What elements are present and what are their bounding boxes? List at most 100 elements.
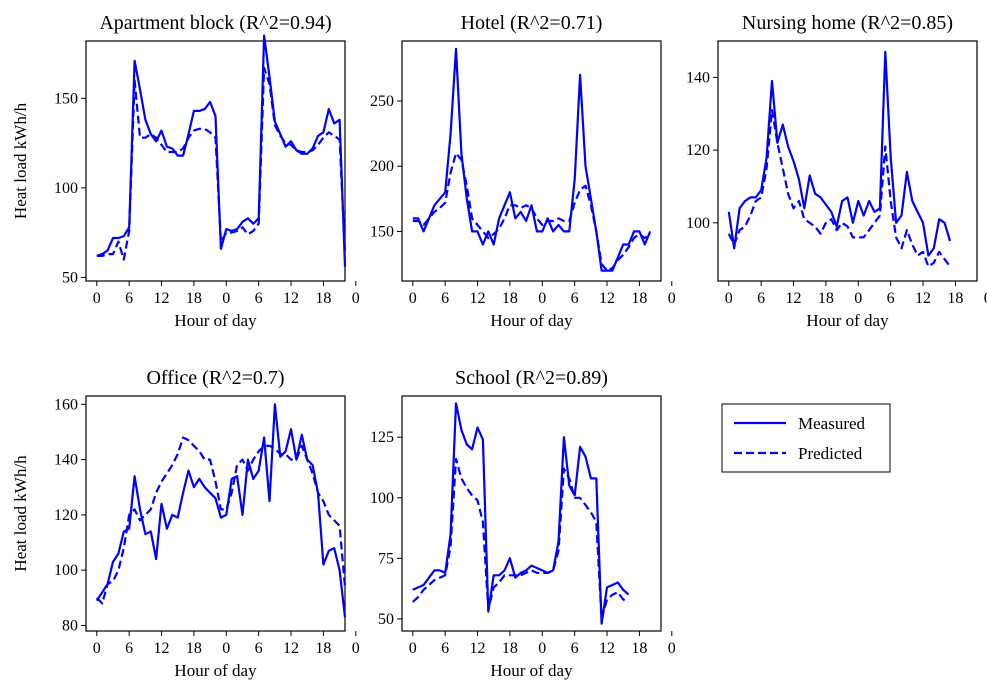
x-tick-label: 0 bbox=[409, 290, 417, 307]
x-tick-label: 6 bbox=[571, 290, 579, 307]
x-tick-label: 0 bbox=[984, 290, 987, 307]
y-tick-label: 50 bbox=[378, 611, 394, 628]
x-tick-label: 0 bbox=[352, 290, 360, 307]
chart-panel-1: Apartment block (R^2=0.94)0 6 12 18 0 6 12 18 05… bbox=[11, 12, 360, 330]
x-tick-label: 12 bbox=[283, 640, 299, 657]
x-tick-label: 18 bbox=[186, 640, 202, 657]
y-tick-label: 150 bbox=[54, 90, 78, 107]
x-tick-label: 0 bbox=[93, 290, 101, 307]
series-line-predicted bbox=[727, 108, 951, 268]
y-tick-label: 200 bbox=[370, 158, 394, 175]
x-tick-label: 6 bbox=[571, 640, 579, 657]
chart-panel-5: School (R^2=0.89) 0 6 12 18 0 6 12 18 0 50 75 100 125… bbox=[370, 367, 676, 680]
chart-panel-3: Nursing home (R^2=0.85) 0 6 12 18 0 6 12 18 0 100 1… bbox=[686, 12, 987, 330]
x-tick-label: 6 bbox=[255, 290, 263, 307]
x-tick-label: 0 bbox=[409, 640, 417, 657]
series-line-predicted bbox=[412, 152, 651, 272]
plot-frame bbox=[401, 395, 662, 632]
x-tick-label: 18 bbox=[818, 290, 834, 307]
x-tick-label: 18 bbox=[315, 290, 331, 307]
x-tick-label: 18 bbox=[502, 290, 518, 307]
x-tick-label: 12 bbox=[283, 290, 299, 307]
y-tick-label: 100 bbox=[54, 562, 78, 579]
y-tick-label: 80 bbox=[62, 617, 78, 634]
series-line-predicted bbox=[96, 436, 347, 605]
x-tick-label: 0 bbox=[93, 640, 101, 657]
x-tick-label: 6 bbox=[757, 290, 765, 307]
legend: Measured Predicted bbox=[721, 403, 891, 473]
y-tick-label: 75 bbox=[378, 550, 394, 567]
y-tick-label: 120 bbox=[54, 507, 78, 524]
x-tick-label: 18 bbox=[315, 640, 331, 657]
y-tick-label: 140 bbox=[54, 452, 78, 469]
x-tick-label: 6 bbox=[441, 290, 449, 307]
x-tick-label: 6 bbox=[255, 640, 263, 657]
legend-frame bbox=[721, 403, 891, 473]
x-axis-label: Hour of day bbox=[174, 661, 257, 680]
y-tick-label: 250 bbox=[370, 93, 394, 110]
x-tick-label: 18 bbox=[186, 290, 202, 307]
y-tick-label: 150 bbox=[370, 223, 394, 240]
y-tick-label: 100 bbox=[54, 180, 78, 197]
y-tick-label: 120 bbox=[686, 142, 710, 159]
legend-predicted-label: Predicted bbox=[798, 444, 863, 463]
x-tick-label: 0 bbox=[222, 290, 230, 307]
x-tick-label: 12 bbox=[154, 640, 170, 657]
chart-panel-2: Hotel (R^2=0.71) 0 6 12 18 0 6 12 18 0 150 200 250 Ho… bbox=[370, 12, 676, 330]
plot-frame bbox=[717, 40, 978, 282]
x-tick-label: 6 bbox=[887, 290, 895, 307]
chart-panels: Apartment block (R^2=0.94)0 6 12 18 0 6 12 18 05… bbox=[11, 12, 987, 680]
chart-title: School (R^2=0.89) bbox=[455, 367, 608, 389]
x-tick-label: 0 bbox=[352, 640, 360, 657]
chart-panel-4: Office (R^2=0.7) 0 6 12 18 0 6 12 18 0 80 100 120 140… bbox=[11, 367, 360, 680]
plot-frame bbox=[85, 40, 346, 282]
series-line-measured bbox=[95, 403, 347, 618]
x-tick-label: 0 bbox=[725, 290, 733, 307]
legend-measured-label: Measured bbox=[798, 414, 866, 433]
x-tick-label: 18 bbox=[631, 640, 647, 657]
chart-title: Nursing home (R^2=0.85) bbox=[742, 12, 953, 34]
y-tick-label: 160 bbox=[54, 396, 78, 413]
x-tick-label: 12 bbox=[599, 640, 615, 657]
series-line-measured bbox=[412, 47, 652, 272]
x-tick-label: 12 bbox=[470, 290, 486, 307]
x-axis-label: Hour of day bbox=[490, 311, 573, 330]
x-axis-label: Hour of day bbox=[806, 311, 889, 330]
y-axis-label: Heat load kWh/h bbox=[11, 455, 30, 572]
chart-title: Hotel (R^2=0.71) bbox=[461, 12, 603, 34]
x-axis-label: Hour of day bbox=[174, 311, 257, 330]
plot-frame bbox=[85, 395, 346, 632]
x-tick-label: 12 bbox=[599, 290, 615, 307]
series-line-measured bbox=[96, 34, 347, 267]
chart-title: Apartment block (R^2=0.94) bbox=[99, 12, 331, 34]
series-line-predicted bbox=[412, 457, 630, 621]
x-tick-label: 18 bbox=[631, 290, 647, 307]
plot-frame bbox=[401, 40, 662, 282]
x-tick-label: 0 bbox=[668, 640, 676, 657]
x-tick-label: 6 bbox=[125, 640, 133, 657]
y-tick-label: 100 bbox=[686, 215, 710, 232]
y-tick-label: 50 bbox=[62, 269, 78, 286]
x-tick-label: 18 bbox=[502, 640, 518, 657]
x-tick-label: 0 bbox=[538, 290, 546, 307]
series-line-predicted bbox=[96, 66, 347, 261]
y-tick-label: 125 bbox=[370, 429, 394, 446]
x-tick-label: 0 bbox=[854, 290, 862, 307]
x-tick-label: 6 bbox=[125, 290, 133, 307]
x-tick-label: 6 bbox=[441, 640, 449, 657]
x-tick-label: 12 bbox=[915, 290, 931, 307]
x-tick-label: 12 bbox=[470, 640, 486, 657]
chart-title: Office (R^2=0.7) bbox=[146, 367, 284, 389]
x-tick-label: 12 bbox=[154, 290, 170, 307]
x-tick-label: 18 bbox=[947, 290, 963, 307]
series-line-measured bbox=[727, 50, 952, 257]
series-line-measured bbox=[412, 402, 630, 625]
x-axis-label: Hour of day bbox=[490, 661, 573, 680]
y-tick-label: 140 bbox=[686, 69, 710, 86]
x-tick-label: 0 bbox=[222, 640, 230, 657]
x-tick-label: 0 bbox=[538, 640, 546, 657]
x-tick-label: 0 bbox=[668, 290, 676, 307]
y-tick-label: 100 bbox=[370, 490, 394, 507]
x-tick-label: 12 bbox=[786, 290, 802, 307]
